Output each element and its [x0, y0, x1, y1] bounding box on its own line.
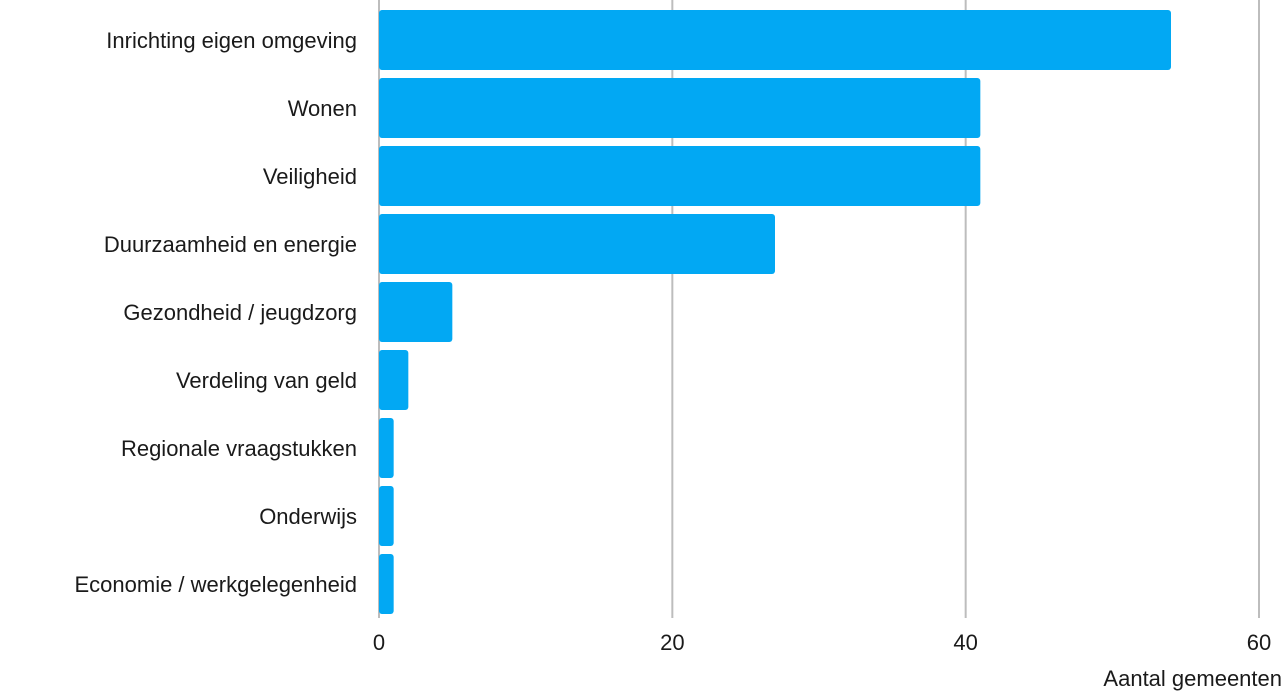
bar: [379, 554, 394, 614]
category-label: Veiligheid: [263, 164, 357, 189]
bar: [379, 146, 981, 206]
bars: [379, 10, 1171, 614]
bar: [379, 418, 394, 478]
category-label: Duurzaamheid en energie: [104, 232, 357, 257]
bar: [379, 350, 409, 410]
category-label: Wonen: [288, 96, 357, 121]
category-label: Gezondheid / jeugdzorg: [123, 300, 357, 325]
bar: [379, 486, 394, 546]
bar: [379, 282, 453, 342]
category-label: Onderwijs: [259, 504, 357, 529]
x-tick-label: 20: [660, 630, 684, 655]
x-tick-labels: 0 20 40 60: [373, 630, 1271, 655]
category-label: Verdeling van geld: [176, 368, 357, 393]
category-label: Inrichting eigen omgeving: [106, 28, 357, 53]
x-axis-title: Aantal gemeenten: [1103, 666, 1282, 691]
bar: [379, 78, 981, 138]
x-tick-label: 40: [953, 630, 977, 655]
bar: [379, 214, 775, 274]
x-tick-label: 60: [1247, 630, 1271, 655]
category-label: Economie / werkgelegenheid: [74, 572, 357, 597]
x-tick-label: 0: [373, 630, 385, 655]
category-label: Regionale vraagstukken: [121, 436, 357, 461]
category-labels: Inrichting eigen omgeving Wonen Veiligheid…: [74, 28, 357, 597]
bar: [379, 10, 1171, 70]
